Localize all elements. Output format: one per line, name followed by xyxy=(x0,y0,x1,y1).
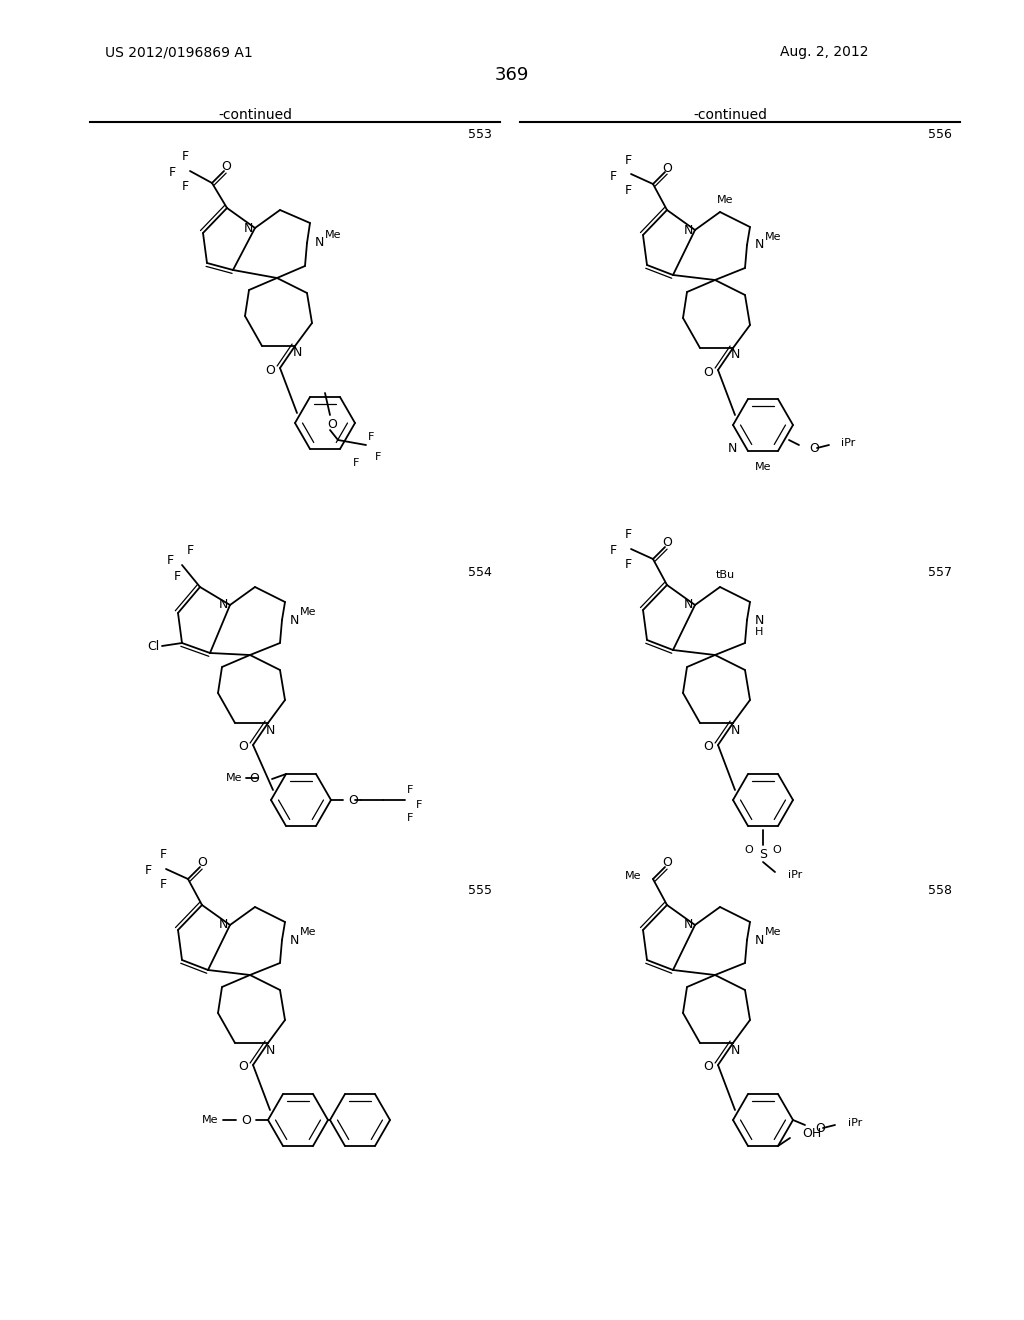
Text: Me: Me xyxy=(625,871,641,880)
Text: O: O xyxy=(773,845,781,855)
Text: O: O xyxy=(663,857,672,870)
Text: F: F xyxy=(368,432,374,442)
Text: F: F xyxy=(609,544,616,557)
Text: S: S xyxy=(759,849,767,862)
Text: N: N xyxy=(755,614,764,627)
Text: O: O xyxy=(663,161,672,174)
Text: Me: Me xyxy=(300,927,316,937)
Text: Me: Me xyxy=(765,232,781,242)
Text: H: H xyxy=(755,627,763,638)
Text: F: F xyxy=(625,183,632,197)
Text: O: O xyxy=(348,793,357,807)
Text: F: F xyxy=(407,813,414,822)
Text: N: N xyxy=(755,933,764,946)
Text: 554: 554 xyxy=(468,565,492,578)
Text: Aug. 2, 2012: Aug. 2, 2012 xyxy=(780,45,868,59)
Text: O: O xyxy=(703,366,713,379)
Text: Me: Me xyxy=(300,607,316,616)
Text: F: F xyxy=(407,785,414,795)
Text: Me: Me xyxy=(755,462,771,473)
Text: N: N xyxy=(727,441,736,454)
Text: O: O xyxy=(815,1122,825,1134)
Text: US 2012/0196869 A1: US 2012/0196869 A1 xyxy=(105,45,253,59)
Text: O: O xyxy=(241,1114,251,1126)
Text: F: F xyxy=(625,153,632,166)
Text: N: N xyxy=(290,933,299,946)
Text: 555: 555 xyxy=(468,883,492,896)
Text: N: N xyxy=(730,723,739,737)
Text: N: N xyxy=(290,614,299,627)
Text: F: F xyxy=(416,800,422,810)
Text: O: O xyxy=(809,441,819,454)
Text: F: F xyxy=(186,544,194,557)
Text: N: N xyxy=(730,348,739,362)
Text: O: O xyxy=(221,161,231,173)
Text: F: F xyxy=(625,558,632,572)
Text: N: N xyxy=(683,919,692,932)
Text: F: F xyxy=(167,553,173,566)
Text: F: F xyxy=(144,865,152,878)
Text: 556: 556 xyxy=(928,128,952,141)
Text: F: F xyxy=(353,458,359,469)
Text: OH: OH xyxy=(802,1127,821,1140)
Text: N: N xyxy=(683,598,692,611)
Text: O: O xyxy=(703,1060,713,1073)
Text: N: N xyxy=(730,1044,739,1056)
Text: Me: Me xyxy=(202,1115,218,1125)
Text: F: F xyxy=(173,570,180,583)
Text: Cl: Cl xyxy=(147,639,160,652)
Text: F: F xyxy=(625,528,632,541)
Text: N: N xyxy=(315,236,325,249)
Text: O: O xyxy=(265,363,274,376)
Text: Me: Me xyxy=(225,774,243,783)
Text: iPr: iPr xyxy=(841,438,855,447)
Text: F: F xyxy=(168,166,175,180)
Text: tBu: tBu xyxy=(716,570,734,579)
Text: iPr: iPr xyxy=(848,1118,862,1129)
Text: iPr: iPr xyxy=(788,870,802,880)
Text: F: F xyxy=(160,849,167,862)
Text: N: N xyxy=(755,239,764,252)
Text: F: F xyxy=(160,879,167,891)
Text: 557: 557 xyxy=(928,565,952,578)
Text: 558: 558 xyxy=(928,883,952,896)
Text: 553: 553 xyxy=(468,128,492,141)
Text: F: F xyxy=(181,150,188,164)
Text: O: O xyxy=(249,771,259,784)
Text: O: O xyxy=(238,741,248,754)
Text: Me: Me xyxy=(717,195,733,205)
Text: 369: 369 xyxy=(495,66,529,84)
Text: F: F xyxy=(181,181,188,194)
Text: Me: Me xyxy=(765,927,781,937)
Text: O: O xyxy=(703,741,713,754)
Text: O: O xyxy=(238,1060,248,1073)
Text: F: F xyxy=(375,451,381,462)
Text: N: N xyxy=(292,346,302,359)
Text: -continued: -continued xyxy=(693,108,767,121)
Text: O: O xyxy=(744,845,754,855)
Text: O: O xyxy=(663,536,672,549)
Text: O: O xyxy=(327,418,337,432)
Text: Me: Me xyxy=(325,230,341,240)
Text: -continued: -continued xyxy=(218,108,292,121)
Text: N: N xyxy=(218,919,227,932)
Text: N: N xyxy=(218,598,227,611)
Text: N: N xyxy=(265,723,274,737)
Text: O: O xyxy=(197,857,207,870)
Text: F: F xyxy=(609,169,616,182)
Text: N: N xyxy=(683,223,692,236)
Text: N: N xyxy=(244,222,253,235)
Text: N: N xyxy=(265,1044,274,1056)
